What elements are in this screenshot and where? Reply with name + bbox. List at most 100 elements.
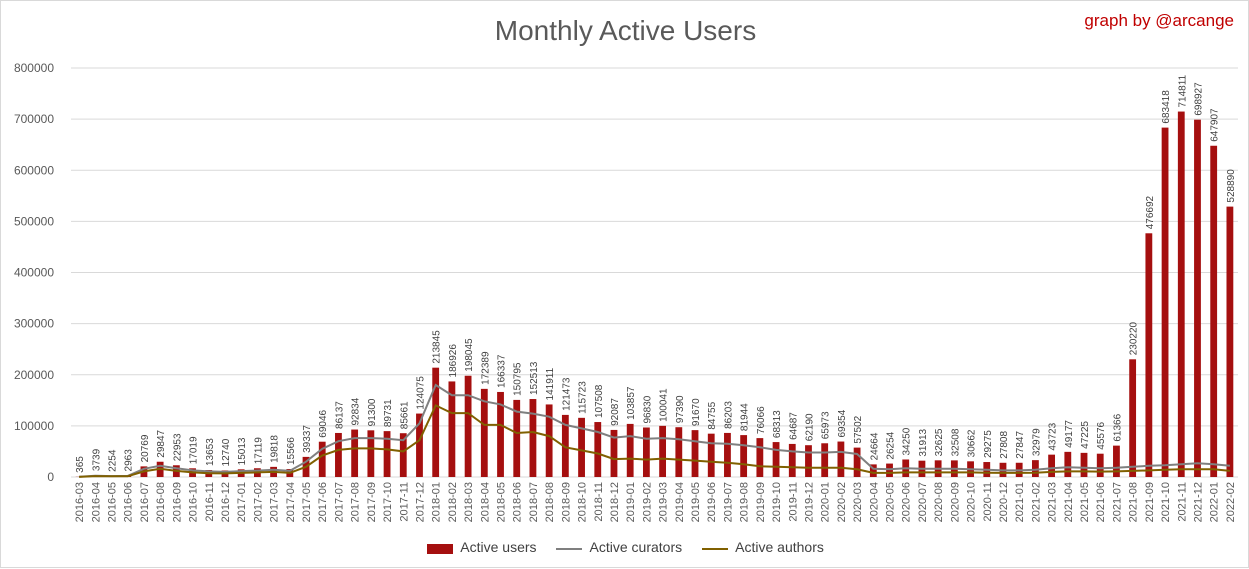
x-tick-label: 2018-07 — [528, 482, 540, 522]
x-tick-label: 2021-12 — [1192, 482, 1204, 522]
data-label: 30662 — [967, 429, 978, 457]
data-label: 3739 — [91, 448, 102, 471]
bar — [530, 399, 537, 477]
data-label: 115723 — [578, 381, 589, 414]
bar — [627, 424, 634, 477]
data-label: 96830 — [642, 395, 653, 423]
x-tick-label: 2016-11 — [204, 482, 216, 522]
data-label: 17019 — [189, 436, 200, 464]
bar — [578, 418, 585, 477]
x-tick-label: 2019-10 — [771, 482, 783, 522]
x-tick-label: 2019-01 — [625, 482, 637, 522]
data-label: 103857 — [626, 386, 637, 420]
data-label: 683418 — [1161, 90, 1172, 124]
data-label: 68313 — [772, 410, 783, 438]
data-label: 91670 — [691, 398, 702, 426]
y-tick-label: 100000 — [14, 419, 54, 433]
bar — [692, 430, 699, 477]
y-tick-label: 300000 — [14, 317, 54, 331]
data-label: 714811 — [1177, 74, 1188, 107]
data-label: 57502 — [853, 415, 864, 443]
data-label: 64687 — [788, 412, 799, 440]
x-tick-label: 2017-10 — [382, 482, 394, 522]
x-tick-label: 2022-02 — [1225, 482, 1237, 522]
x-tick-label: 2020-09 — [949, 482, 961, 522]
data-label: 29847 — [156, 429, 167, 457]
bar — [659, 426, 666, 477]
x-tick-label: 2017-11 — [398, 482, 410, 522]
legend-label: Active authors — [735, 539, 824, 555]
data-label: 141911 — [545, 367, 556, 400]
data-label: 2963 — [124, 449, 135, 472]
bar — [1032, 460, 1039, 477]
data-label: 81944 — [740, 403, 751, 431]
legend-label: Active users — [460, 539, 536, 555]
x-tick-label: 2020-07 — [917, 482, 929, 522]
x-tick-label: 2019-08 — [739, 482, 751, 522]
x-tick-label: 2020-04 — [868, 482, 880, 522]
x-tick-label: 2019-09 — [755, 482, 767, 522]
x-tick-label: 2019-04 — [674, 482, 686, 522]
data-label: 31913 — [918, 428, 929, 456]
bar — [643, 427, 650, 477]
bar — [854, 448, 861, 477]
data-label: 32625 — [934, 428, 945, 456]
bar — [1081, 453, 1088, 477]
data-label: 89731 — [383, 399, 394, 427]
x-tick-label: 2017-03 — [269, 482, 281, 522]
x-tick-label: 2017-02 — [252, 482, 264, 522]
x-tick-label: 2016-05 — [107, 482, 119, 522]
x-tick-label: 2016-06 — [123, 482, 135, 522]
data-label: 15566 — [286, 437, 297, 465]
x-tick-label: 2019-02 — [641, 482, 653, 522]
data-label: 107508 — [594, 384, 605, 418]
bar — [1129, 359, 1136, 477]
data-label: 92087 — [610, 398, 621, 426]
data-label: 97390 — [675, 395, 686, 423]
y-tick-label: 500000 — [14, 214, 54, 228]
data-label: 65973 — [821, 411, 832, 439]
bar — [594, 422, 601, 477]
data-label: 61366 — [1112, 413, 1123, 441]
data-label: 85661 — [399, 401, 410, 429]
legend-label: Active curators — [590, 539, 683, 555]
data-label: 647907 — [1210, 108, 1221, 142]
data-label: 698927 — [1193, 82, 1204, 116]
x-tick-label: 2020-05 — [885, 482, 897, 522]
x-tick-label: 2016-07 — [139, 482, 151, 522]
x-tick-label: 2020-08 — [933, 482, 945, 522]
legend-item-active-curators: Active curators — [556, 539, 682, 555]
x-tick-label: 2016-04 — [90, 482, 102, 522]
data-label: 84755 — [707, 401, 718, 429]
bar — [1064, 452, 1071, 477]
x-tick-label: 2016-08 — [155, 482, 167, 522]
x-tick-label: 2019-12 — [803, 482, 815, 522]
data-label: 15013 — [237, 437, 248, 465]
x-tick-label: 2018-05 — [496, 482, 508, 522]
data-label: 476692 — [1145, 195, 1156, 229]
x-tick-label: 2018-10 — [577, 482, 589, 522]
data-label: 150795 — [513, 362, 524, 396]
x-tick-label: 2017-05 — [301, 482, 313, 522]
x-tick-label: 2021-05 — [1079, 482, 1091, 522]
x-tick-label: 2017-01 — [236, 482, 248, 522]
x-tick-label: 2018-11 — [593, 482, 605, 522]
x-tick-label: 2020-01 — [820, 482, 832, 522]
y-tick-label: 200000 — [14, 368, 54, 382]
data-label: 166337 — [497, 354, 508, 388]
x-tick-label: 2021-11 — [1176, 482, 1188, 522]
x-tick-label: 2017-09 — [366, 482, 378, 522]
x-tick-label: 2018-03 — [463, 482, 475, 522]
y-tick-label: 700000 — [14, 112, 54, 126]
data-label: 22953 — [172, 433, 183, 461]
data-label: 27847 — [1015, 431, 1026, 459]
data-label: 39337 — [302, 425, 313, 453]
data-label: 198045 — [464, 338, 475, 372]
data-label: 49177 — [1064, 420, 1075, 448]
bar — [351, 430, 358, 477]
bar — [1178, 112, 1185, 477]
data-label: 100041 — [659, 388, 670, 422]
data-label: 121473 — [561, 377, 572, 411]
